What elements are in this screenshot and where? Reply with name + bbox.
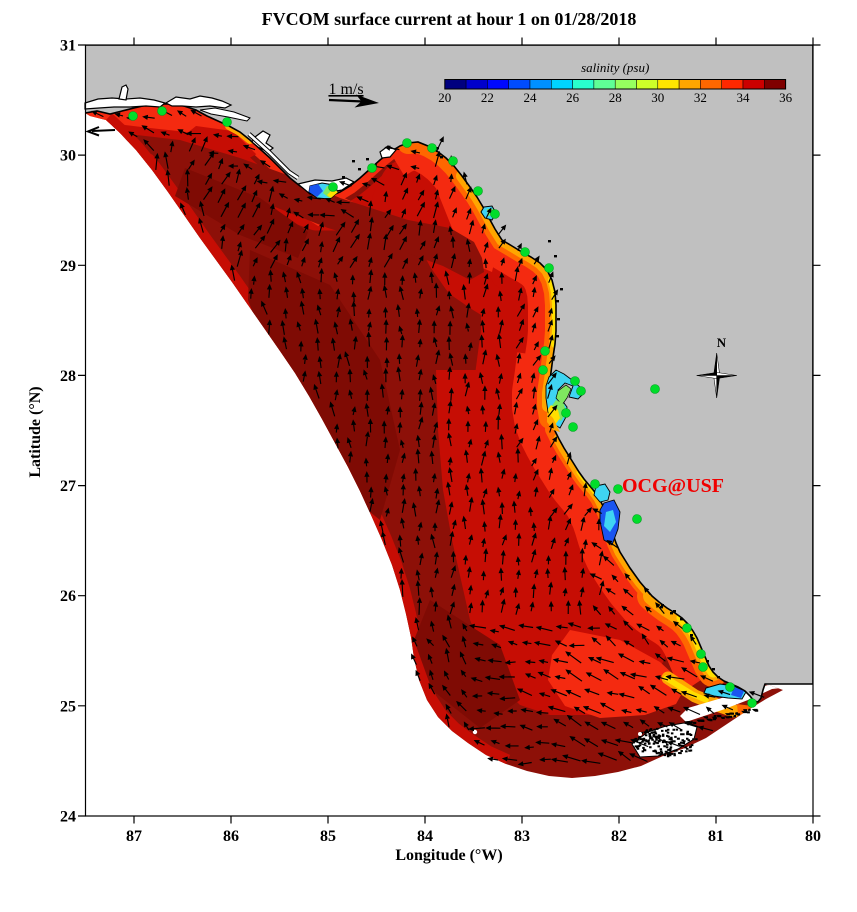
svg-text:20: 20: [438, 90, 451, 105]
svg-text:30: 30: [651, 90, 664, 105]
svg-text:26: 26: [60, 588, 76, 605]
svg-text:OCG@USF: OCG@USF: [622, 475, 724, 497]
svg-text:24: 24: [60, 809, 76, 826]
svg-text:FVCOM surface current at hour: FVCOM surface current at hour 1 on 01/28…: [262, 9, 637, 29]
svg-text:29: 29: [60, 258, 76, 275]
svg-text:87: 87: [126, 828, 142, 845]
svg-text:32: 32: [694, 90, 707, 105]
svg-text:salinity (psu): salinity (psu): [581, 60, 649, 75]
svg-text:27: 27: [60, 478, 76, 495]
svg-text:26: 26: [566, 90, 580, 105]
svg-text:80: 80: [805, 828, 821, 845]
svg-text:31: 31: [60, 38, 76, 55]
svg-text:86: 86: [223, 828, 239, 845]
svg-text:28: 28: [60, 368, 76, 385]
svg-text:N: N: [717, 335, 727, 350]
svg-text:Longitude (°W): Longitude (°W): [395, 847, 502, 864]
svg-text:36: 36: [779, 90, 793, 105]
svg-text:83: 83: [514, 828, 530, 845]
svg-text:34: 34: [737, 90, 751, 105]
svg-text:28: 28: [609, 90, 622, 105]
svg-text:1 m/s: 1 m/s: [328, 81, 363, 98]
svg-text:84: 84: [417, 828, 433, 845]
svg-text:24: 24: [524, 90, 538, 105]
svg-text:Latitude (°N): Latitude (°N): [27, 386, 44, 477]
svg-text:81: 81: [708, 828, 724, 845]
svg-text:85: 85: [320, 828, 336, 845]
svg-text:82: 82: [611, 828, 627, 845]
svg-text:25: 25: [60, 698, 76, 715]
svg-text:30: 30: [60, 148, 76, 165]
svg-text:22: 22: [481, 90, 494, 105]
